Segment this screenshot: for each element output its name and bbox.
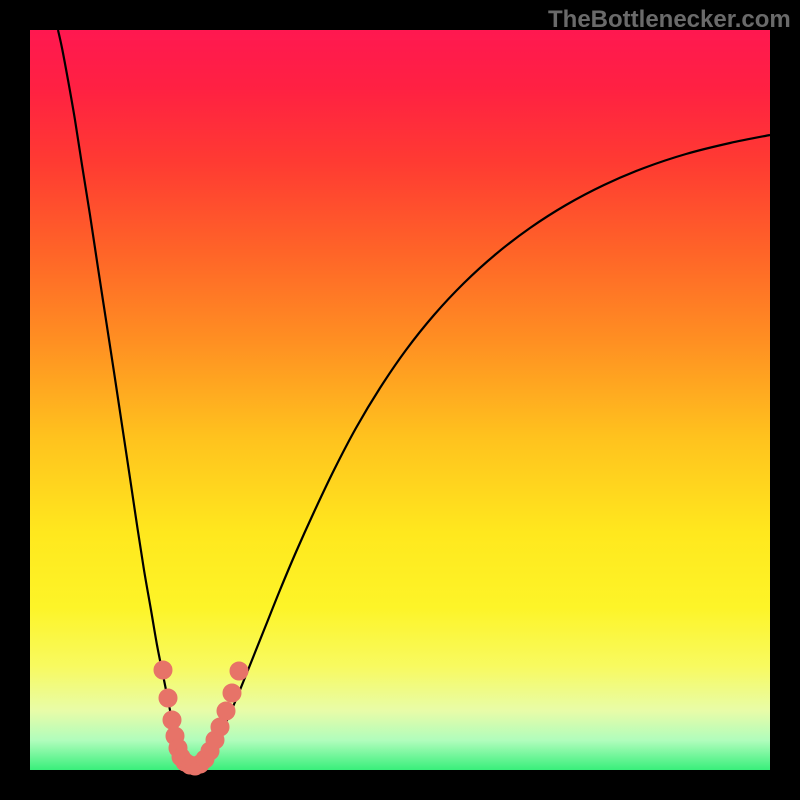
data-point-marker: [159, 689, 177, 707]
data-point-marker: [230, 662, 248, 680]
data-point-marker: [217, 702, 235, 720]
chart-svg: [0, 0, 800, 800]
data-point-marker: [211, 718, 229, 736]
chart-container: TheBottlenecker.com: [0, 0, 800, 800]
data-point-marker: [154, 661, 172, 679]
data-point-marker: [223, 684, 241, 702]
data-point-marker: [163, 711, 181, 729]
watermark-text: TheBottlenecker.com: [548, 6, 791, 34]
plot-area-rect: [30, 30, 770, 770]
